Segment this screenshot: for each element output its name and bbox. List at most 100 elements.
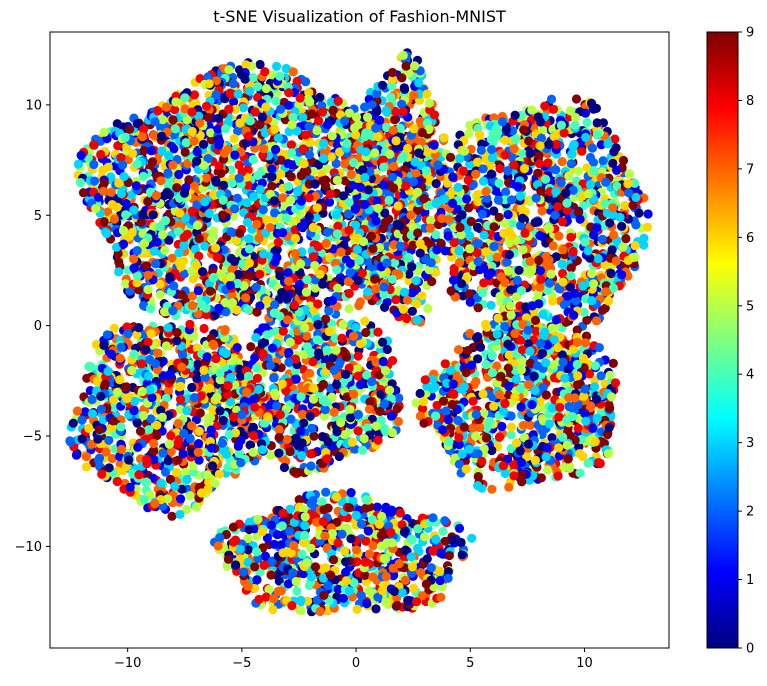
scatter-point (352, 557, 362, 567)
scatter-point (114, 257, 124, 267)
scatter-point (279, 462, 289, 473)
scatter-point (500, 218, 510, 229)
scatter-point (152, 431, 162, 441)
scatter-point (473, 303, 483, 313)
scatter-point (559, 300, 570, 310)
scatter-point (363, 287, 373, 297)
scatter-point (292, 126, 302, 136)
scatter-point (261, 592, 271, 602)
scatter-point (166, 431, 176, 441)
scatter-point (367, 515, 377, 525)
scatter-point (602, 429, 613, 439)
scatter-point (516, 221, 526, 231)
scatter-point (182, 474, 192, 485)
scatter-point (296, 606, 306, 616)
scatter-point (514, 265, 524, 275)
scatter-point (109, 323, 119, 333)
scatter-point (323, 580, 333, 591)
scatter-point (604, 296, 614, 306)
scatter-point (207, 234, 217, 244)
scatter-point (155, 279, 165, 289)
scatter-point (551, 252, 561, 262)
scatter-point (194, 439, 204, 449)
scatter-point (255, 59, 265, 70)
scatter-point (266, 570, 276, 580)
scatter-point (214, 469, 224, 479)
scatter-point (518, 245, 528, 255)
scatter-point (281, 63, 291, 74)
scatter-point (93, 192, 104, 202)
scatter-point (177, 484, 187, 494)
scatter-point (494, 212, 504, 222)
scatter-point (584, 369, 595, 379)
scatter-point (324, 197, 335, 207)
scatter-point (596, 140, 606, 150)
scatter-point (422, 89, 432, 99)
scatter-point (333, 283, 343, 293)
scatter-point (253, 170, 263, 181)
scatter-point (134, 323, 144, 333)
scatter-point (136, 217, 146, 227)
scatter-point (516, 203, 527, 214)
scatter-point (321, 314, 331, 324)
scatter-points (65, 48, 653, 617)
scatter-point (121, 279, 131, 289)
scatter-point (175, 509, 185, 519)
scatter-point (238, 103, 248, 113)
scatter-point (605, 370, 615, 380)
scatter-point (565, 106, 575, 116)
scatter-point (295, 279, 305, 289)
scatter-point (170, 105, 180, 115)
scatter-point (277, 521, 287, 531)
scatter-point (464, 289, 474, 299)
scatter-point (199, 323, 209, 334)
scatter-point (518, 149, 528, 159)
scatter-point (546, 94, 557, 104)
scatter-point (332, 140, 343, 150)
scatter-point (285, 504, 295, 514)
scatter-point (285, 446, 295, 457)
scatter-point (291, 576, 301, 587)
scatter-point (423, 303, 433, 314)
scatter-point (356, 519, 367, 529)
scatter-point (173, 455, 183, 465)
scatter-point (537, 426, 548, 436)
scatter-point (244, 524, 254, 535)
scatter-point (265, 222, 275, 232)
scatter-point (155, 290, 165, 300)
scatter-point (250, 353, 260, 363)
scatter-point (495, 291, 505, 301)
scatter-point (317, 497, 327, 507)
scatter-point (587, 143, 598, 153)
scatter-point (333, 96, 343, 106)
scatter-point (360, 316, 370, 326)
scatter-point (456, 230, 466, 240)
scatter-point (348, 496, 358, 506)
scatter-point (543, 158, 553, 168)
scatter-point (346, 534, 356, 544)
scatter-point (598, 156, 608, 166)
scatter-point (464, 203, 474, 213)
scatter-point (388, 571, 398, 581)
scatter-point (266, 520, 277, 530)
scatter-point (99, 340, 109, 350)
scatter-point (223, 462, 233, 472)
scatter-point (321, 487, 331, 497)
scatter-point (262, 533, 272, 543)
scatter-point (408, 240, 418, 250)
chart-title: t-SNE Visualization of Fashion-MNIST (213, 7, 506, 26)
scatter-point (329, 407, 339, 417)
scatter-point (268, 605, 278, 615)
scatter-point (395, 123, 405, 133)
scatter-point (346, 488, 356, 498)
scatter-point (456, 537, 466, 548)
scatter-point (519, 420, 529, 430)
scatter-point (146, 414, 156, 424)
scatter-point (234, 449, 244, 459)
scatter-point (547, 323, 557, 333)
scatter-point (570, 435, 580, 445)
scatter-point (185, 433, 195, 444)
scatter-point (272, 245, 282, 255)
scatter-point (226, 165, 236, 175)
scatter-point (171, 467, 181, 477)
